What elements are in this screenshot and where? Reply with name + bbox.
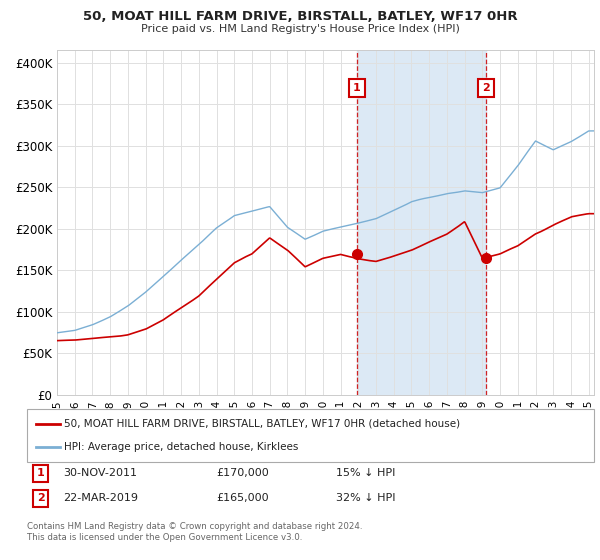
Text: 50, MOAT HILL FARM DRIVE, BIRSTALL, BATLEY, WF17 0HR (detached house): 50, MOAT HILL FARM DRIVE, BIRSTALL, BATL… xyxy=(64,419,460,429)
Text: Contains HM Land Registry data © Crown copyright and database right 2024.: Contains HM Land Registry data © Crown c… xyxy=(27,522,362,531)
Text: £165,000: £165,000 xyxy=(216,493,269,503)
Text: HPI: Average price, detached house, Kirklees: HPI: Average price, detached house, Kirk… xyxy=(64,442,299,452)
Text: 32% ↓ HPI: 32% ↓ HPI xyxy=(336,493,395,503)
Text: This data is licensed under the Open Government Licence v3.0.: This data is licensed under the Open Gov… xyxy=(27,533,302,542)
Text: 2: 2 xyxy=(37,493,44,503)
Text: 2: 2 xyxy=(482,83,490,93)
Text: 15% ↓ HPI: 15% ↓ HPI xyxy=(336,468,395,478)
Text: 1: 1 xyxy=(353,83,361,93)
Text: 1: 1 xyxy=(37,468,44,478)
Text: 22-MAR-2019: 22-MAR-2019 xyxy=(63,493,138,503)
Text: 50, MOAT HILL FARM DRIVE, BIRSTALL, BATLEY, WF17 0HR: 50, MOAT HILL FARM DRIVE, BIRSTALL, BATL… xyxy=(83,10,517,22)
Text: Price paid vs. HM Land Registry's House Price Index (HPI): Price paid vs. HM Land Registry's House … xyxy=(140,24,460,34)
Text: 30-NOV-2011: 30-NOV-2011 xyxy=(63,468,137,478)
Text: £170,000: £170,000 xyxy=(216,468,269,478)
